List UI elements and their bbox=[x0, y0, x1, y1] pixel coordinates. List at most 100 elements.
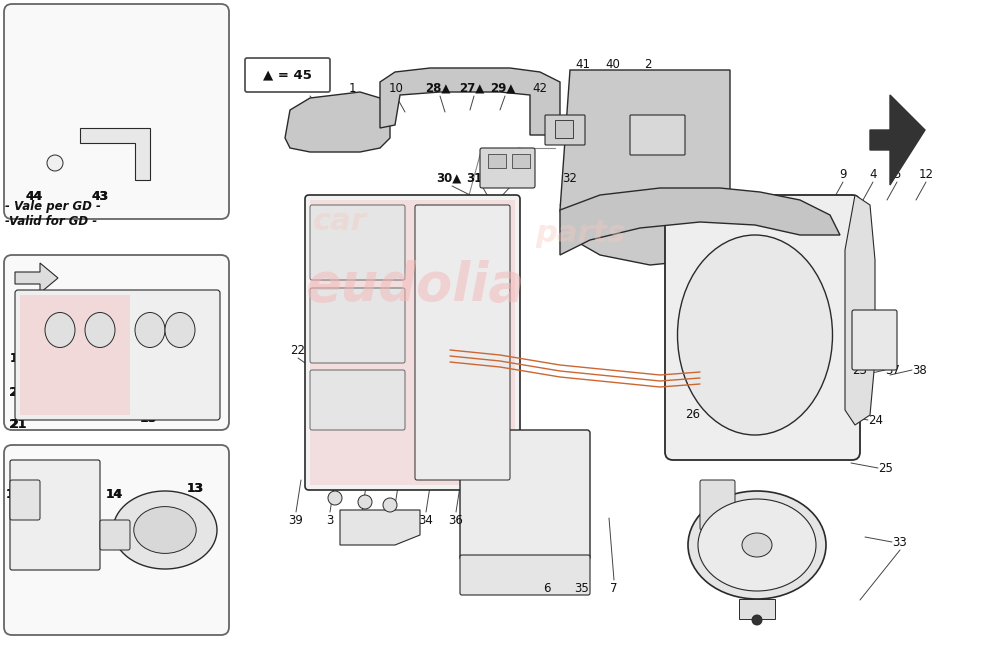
FancyBboxPatch shape bbox=[480, 148, 535, 188]
Text: -Valid for GD -: -Valid for GD - bbox=[5, 215, 97, 228]
Text: 22: 22 bbox=[290, 343, 306, 356]
Text: 35: 35 bbox=[575, 582, 589, 595]
Text: 17: 17 bbox=[6, 489, 22, 502]
FancyBboxPatch shape bbox=[415, 205, 510, 480]
Ellipse shape bbox=[85, 313, 115, 348]
Ellipse shape bbox=[134, 506, 196, 553]
Ellipse shape bbox=[45, 313, 75, 348]
FancyBboxPatch shape bbox=[310, 205, 405, 280]
Text: 21: 21 bbox=[10, 419, 26, 432]
Text: 44: 44 bbox=[25, 190, 43, 203]
Text: car: car bbox=[313, 207, 367, 235]
Polygon shape bbox=[20, 295, 130, 415]
Text: 18: 18 bbox=[139, 411, 157, 424]
Text: 15: 15 bbox=[71, 489, 89, 502]
Text: 30▲: 30▲ bbox=[436, 172, 462, 185]
Text: 20: 20 bbox=[9, 385, 27, 398]
Text: 26: 26 bbox=[686, 408, 700, 421]
FancyBboxPatch shape bbox=[630, 115, 685, 155]
Text: 23: 23 bbox=[853, 363, 867, 376]
Text: 5: 5 bbox=[893, 168, 901, 181]
Polygon shape bbox=[340, 510, 420, 545]
Bar bbox=[739, 599, 775, 619]
Ellipse shape bbox=[135, 313, 165, 348]
Text: 37: 37 bbox=[886, 363, 900, 376]
FancyBboxPatch shape bbox=[545, 115, 585, 145]
Text: 19: 19 bbox=[9, 352, 27, 365]
Ellipse shape bbox=[113, 491, 217, 569]
Ellipse shape bbox=[678, 235, 832, 435]
Text: 36: 36 bbox=[449, 514, 463, 526]
Text: 42: 42 bbox=[532, 81, 548, 94]
FancyBboxPatch shape bbox=[460, 430, 590, 560]
FancyBboxPatch shape bbox=[100, 520, 130, 550]
Bar bbox=[555, 120, 573, 138]
Bar bbox=[488, 154, 506, 168]
Text: 6: 6 bbox=[543, 582, 551, 595]
Text: - Vale per GD -: - Vale per GD - bbox=[5, 200, 101, 213]
Text: 16: 16 bbox=[35, 489, 53, 502]
Text: 28▲: 28▲ bbox=[425, 81, 451, 94]
Text: 21: 21 bbox=[9, 419, 27, 432]
Text: 34: 34 bbox=[419, 514, 433, 526]
Text: 20: 20 bbox=[10, 385, 26, 398]
Text: 39: 39 bbox=[289, 514, 303, 526]
Ellipse shape bbox=[742, 533, 772, 557]
Polygon shape bbox=[870, 95, 925, 185]
Polygon shape bbox=[15, 263, 58, 293]
Text: ▲ = 45: ▲ = 45 bbox=[263, 68, 311, 81]
Text: 16: 16 bbox=[36, 489, 52, 502]
FancyBboxPatch shape bbox=[700, 480, 735, 530]
Text: 25: 25 bbox=[879, 462, 893, 474]
Text: 1: 1 bbox=[348, 81, 356, 94]
FancyBboxPatch shape bbox=[4, 255, 229, 430]
Text: 24: 24 bbox=[868, 413, 884, 426]
Circle shape bbox=[752, 615, 762, 625]
Text: 3: 3 bbox=[326, 514, 334, 526]
Text: 18: 18 bbox=[140, 411, 156, 424]
Text: 10: 10 bbox=[389, 81, 403, 94]
FancyBboxPatch shape bbox=[15, 290, 220, 420]
Polygon shape bbox=[110, 60, 155, 100]
Ellipse shape bbox=[165, 313, 195, 348]
Text: 43: 43 bbox=[92, 190, 108, 203]
Text: 9: 9 bbox=[839, 168, 847, 181]
Circle shape bbox=[47, 155, 63, 171]
FancyBboxPatch shape bbox=[4, 445, 229, 635]
Text: 14: 14 bbox=[105, 489, 123, 502]
Polygon shape bbox=[80, 128, 150, 180]
Circle shape bbox=[358, 495, 372, 509]
FancyBboxPatch shape bbox=[852, 310, 897, 370]
Text: 17: 17 bbox=[5, 489, 23, 502]
Polygon shape bbox=[560, 188, 840, 255]
Text: 41: 41 bbox=[576, 58, 590, 72]
Text: 38: 38 bbox=[387, 514, 401, 526]
Text: 40: 40 bbox=[606, 58, 620, 72]
Text: 31▲: 31▲ bbox=[466, 172, 492, 185]
Polygon shape bbox=[560, 70, 730, 265]
FancyBboxPatch shape bbox=[4, 4, 229, 219]
Polygon shape bbox=[845, 195, 875, 425]
Text: 4: 4 bbox=[869, 168, 877, 181]
Text: 11: 11 bbox=[302, 81, 318, 94]
Text: parts: parts bbox=[535, 220, 625, 248]
FancyBboxPatch shape bbox=[310, 370, 405, 430]
Text: 29▲: 29▲ bbox=[490, 81, 516, 94]
Polygon shape bbox=[380, 68, 560, 135]
Text: 15: 15 bbox=[72, 489, 88, 502]
FancyBboxPatch shape bbox=[665, 195, 860, 460]
FancyBboxPatch shape bbox=[460, 555, 590, 595]
Text: 13: 13 bbox=[186, 482, 204, 495]
FancyBboxPatch shape bbox=[10, 460, 100, 570]
Text: 33: 33 bbox=[893, 536, 907, 549]
Polygon shape bbox=[285, 92, 390, 152]
Circle shape bbox=[328, 491, 342, 505]
Ellipse shape bbox=[698, 499, 816, 591]
Text: 8: 8 bbox=[505, 172, 513, 185]
Text: 22: 22 bbox=[354, 514, 370, 526]
Text: 19: 19 bbox=[10, 352, 26, 365]
FancyBboxPatch shape bbox=[305, 195, 520, 490]
Circle shape bbox=[383, 498, 397, 512]
Text: 7: 7 bbox=[610, 582, 618, 595]
FancyBboxPatch shape bbox=[245, 58, 330, 92]
